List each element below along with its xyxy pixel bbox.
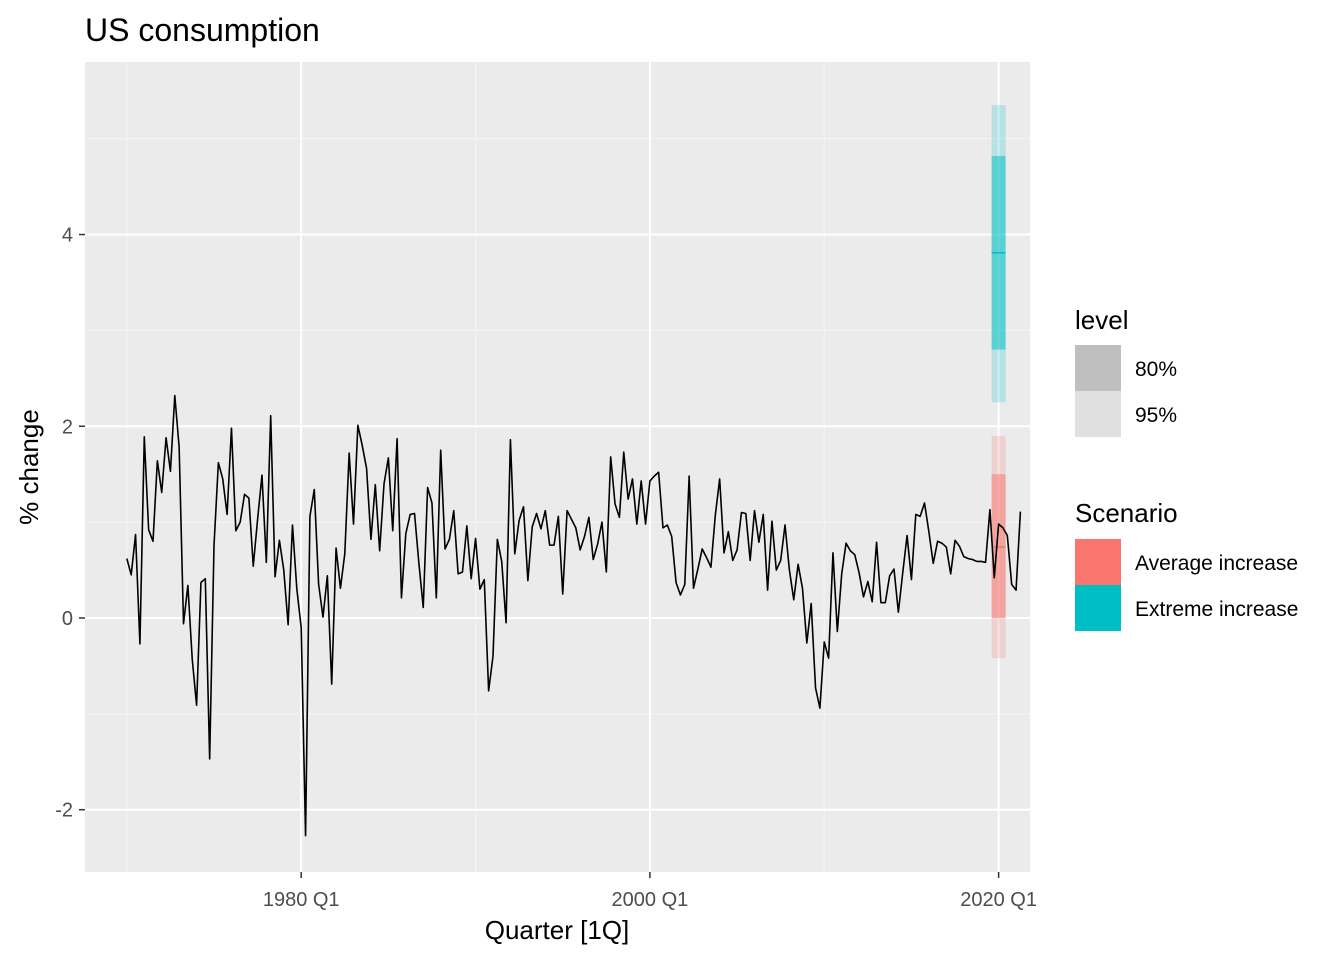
- legend-label-level: 95%: [1135, 404, 1177, 427]
- forecast-band-80-average-increase: [991, 474, 1006, 618]
- legend-key-scenario: [1075, 585, 1121, 631]
- x-axis-title: Quarter [1Q]: [485, 915, 630, 945]
- y-axis: -2 0 2 4: [55, 225, 85, 822]
- series-line: [126, 394, 1022, 837]
- x-axis: 1980 Q1 2000 Q1 2020 Q1: [263, 872, 1037, 911]
- plot-panel: [85, 62, 1030, 872]
- y-axis-title: % change: [14, 409, 44, 525]
- series-layer: [126, 394, 1022, 837]
- legend-title-scenario: Scenario: [1075, 498, 1178, 528]
- forecast-bands: [991, 105, 1006, 659]
- x-tick-label: 2000 Q1: [612, 889, 689, 911]
- legend-key-scenario: [1075, 539, 1121, 585]
- legend-key-level: [1075, 345, 1121, 391]
- grid-lines: [85, 62, 1030, 872]
- legend-key-level: [1075, 391, 1121, 437]
- legend-levels: 80% 95%: [1075, 345, 1177, 437]
- y-tick-label: 0: [62, 608, 73, 630]
- x-tick-label: 2020 Q1: [960, 889, 1037, 911]
- y-tick-label: 2: [62, 416, 73, 438]
- y-tick-label: -2: [55, 800, 73, 822]
- y-tick-label: 4: [62, 225, 73, 247]
- legend-title-level: level: [1075, 305, 1128, 335]
- legend-label-scenario: Extreme increase: [1135, 598, 1298, 621]
- legend-label-level: 80%: [1135, 358, 1177, 381]
- legend-scenarios: Average increase Extreme increase: [1075, 539, 1298, 631]
- legend-label-scenario: Average increase: [1135, 552, 1298, 575]
- legend: level 80% 95% Scenario Average increase Ex…: [1075, 305, 1298, 631]
- x-tick-label: 1980 Q1: [263, 889, 340, 911]
- chart-title: US consumption: [85, 12, 320, 48]
